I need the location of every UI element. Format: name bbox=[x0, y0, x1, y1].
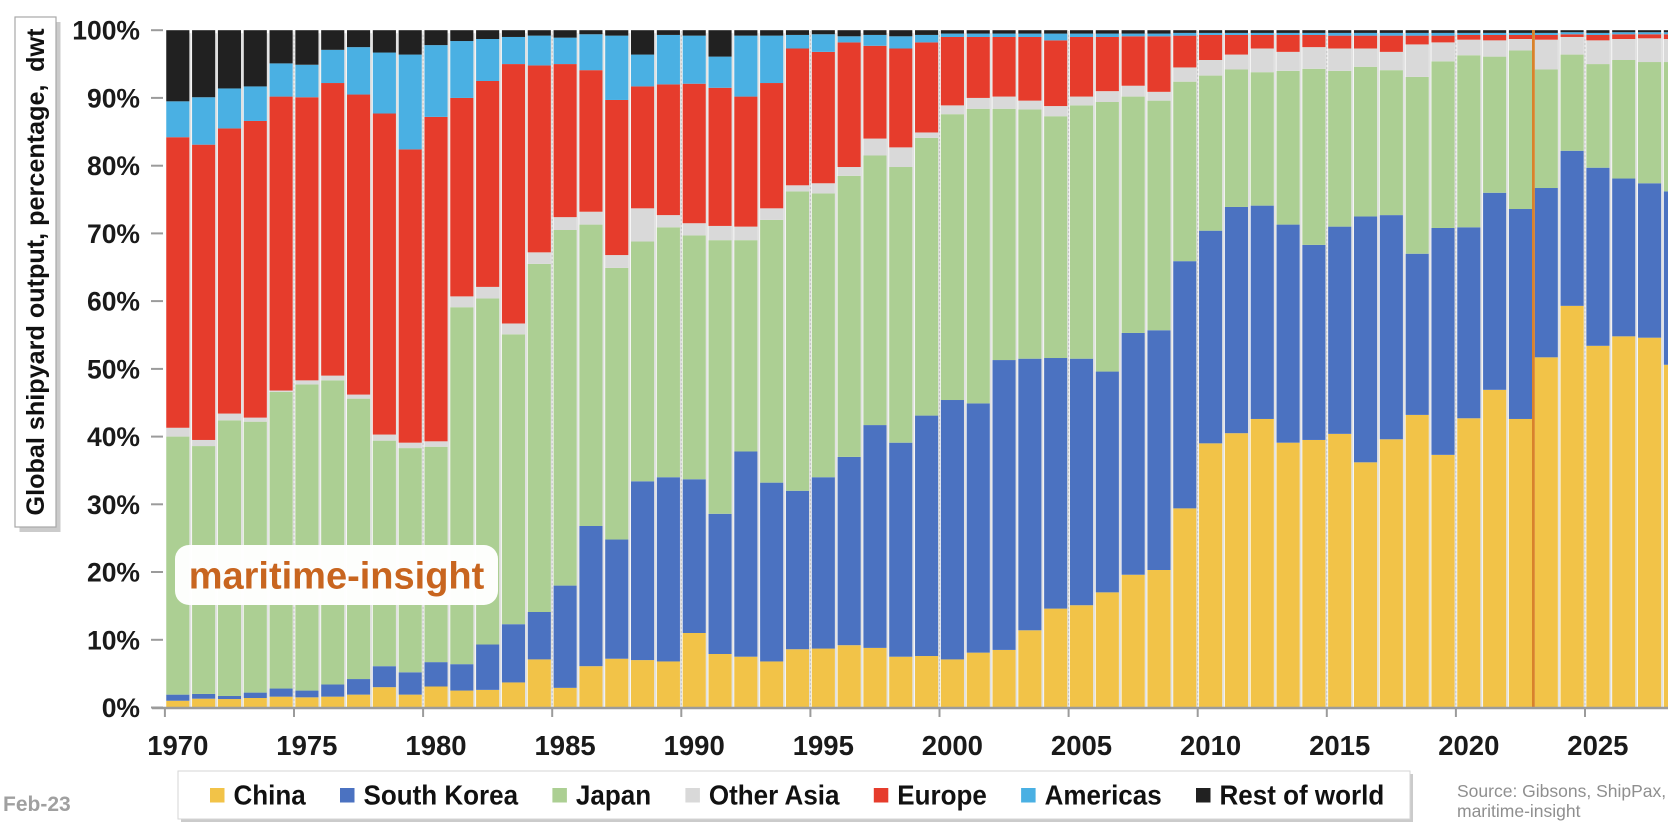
svg-text:Rest of world: Rest of world bbox=[1220, 780, 1385, 811]
svg-text:2025: 2025 bbox=[1567, 730, 1628, 761]
svg-text:1970: 1970 bbox=[147, 730, 208, 761]
svg-text:0%: 0% bbox=[102, 693, 140, 723]
svg-text:80%: 80% bbox=[87, 151, 140, 181]
svg-text:1990: 1990 bbox=[664, 730, 725, 761]
svg-text:Global shipyard output, percen: Global shipyard output, percentage, dwt bbox=[22, 28, 50, 516]
svg-text:maritime-insight: maritime-insight bbox=[189, 556, 485, 598]
svg-text:90%: 90% bbox=[87, 83, 140, 113]
svg-text:Japan: Japan bbox=[576, 780, 651, 811]
svg-text:10%: 10% bbox=[87, 625, 140, 655]
svg-text:Feb-23: Feb-23 bbox=[3, 793, 71, 816]
svg-text:Americas: Americas bbox=[1045, 780, 1162, 811]
svg-text:2005: 2005 bbox=[1051, 730, 1112, 761]
svg-text:Other Asia: Other Asia bbox=[709, 780, 840, 811]
svg-text:60%: 60% bbox=[87, 287, 140, 317]
svg-text:2020: 2020 bbox=[1438, 730, 1499, 761]
svg-text:50%: 50% bbox=[87, 354, 140, 384]
svg-text:maritime-insight: maritime-insight bbox=[1457, 801, 1581, 821]
svg-text:20%: 20% bbox=[87, 558, 140, 588]
svg-text:1985: 1985 bbox=[535, 730, 596, 761]
svg-text:2015: 2015 bbox=[1309, 730, 1370, 761]
svg-text:1995: 1995 bbox=[793, 730, 854, 761]
svg-text:South Korea: South Korea bbox=[364, 780, 519, 811]
svg-text:40%: 40% bbox=[87, 422, 140, 452]
svg-text:70%: 70% bbox=[87, 219, 140, 249]
svg-text:100%: 100% bbox=[72, 16, 140, 46]
svg-text:China: China bbox=[234, 780, 307, 811]
svg-text:2000: 2000 bbox=[922, 730, 983, 761]
svg-text:1975: 1975 bbox=[276, 730, 337, 761]
svg-text:Source: Gibsons, ShipPax,: Source: Gibsons, ShipPax, bbox=[1457, 781, 1666, 801]
svg-text:2010: 2010 bbox=[1180, 730, 1241, 761]
svg-text:1980: 1980 bbox=[405, 730, 466, 761]
svg-text:30%: 30% bbox=[87, 490, 140, 520]
svg-text:Europe: Europe bbox=[897, 780, 987, 811]
